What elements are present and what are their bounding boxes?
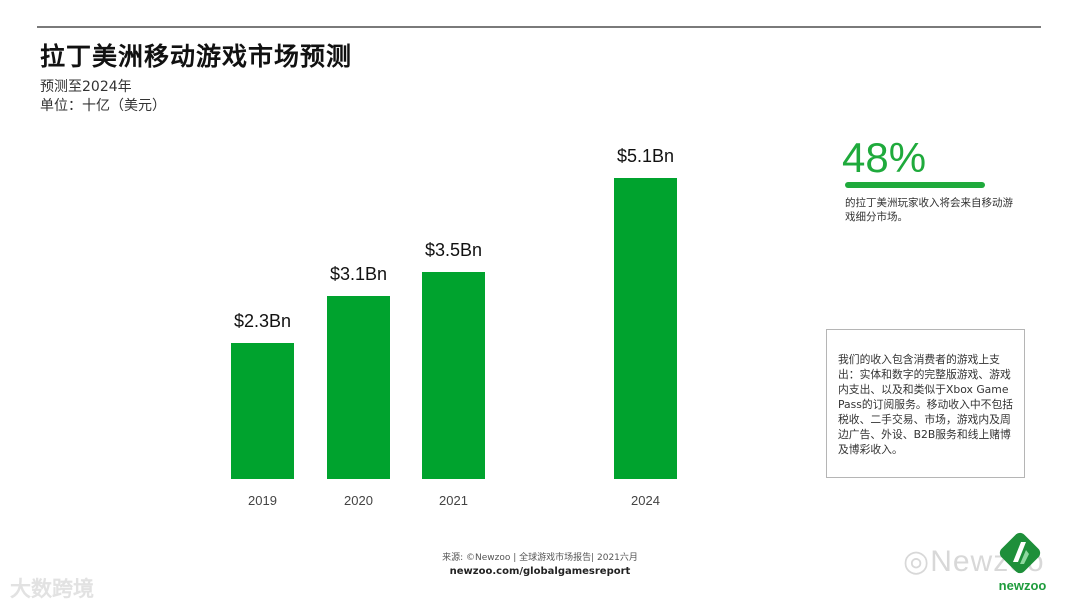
bar-value-label: $3.1Bn <box>329 264 388 284</box>
newzoo-logo-icon <box>999 532 1041 574</box>
bar-value-label: $5.1Bn <box>616 146 675 166</box>
forecast-range: 预测至2024年 <box>40 79 132 95</box>
newzoo-logo-text: newzoo <box>998 578 1047 593</box>
chart-subtitle: 预测至2024年 单位：十亿（美元） <box>40 78 166 116</box>
note-box <box>826 329 1025 478</box>
wechat-icon: ◎ <box>903 545 931 578</box>
bar-value-label: $2.3Bn <box>233 311 292 331</box>
bar-value-label: $3.5Bn <box>424 240 483 260</box>
footer-source: 来源: ©Newzoo | 全球游戏市场报告| 2021六月 <box>442 553 638 563</box>
footer-url[interactable]: newzoo.com/globalgamesreport <box>449 566 631 577</box>
bar-2024 <box>614 178 677 479</box>
x-axis-label: 2019 <box>248 493 277 508</box>
kpi-percentage: 48% <box>842 134 927 181</box>
top-divider <box>37 26 1041 28</box>
unit-label: 单位：十亿（美元） <box>40 98 166 114</box>
x-axis-label: 2020 <box>344 493 373 508</box>
bar-2019 <box>231 343 294 479</box>
kpi-underline <box>845 182 985 188</box>
bar-2020 <box>327 296 390 479</box>
page-title: 拉丁美洲移动游戏市场预测 <box>40 42 353 71</box>
x-axis-label: 2024 <box>631 493 660 508</box>
x-axis-label: 2021 <box>439 493 468 508</box>
kpi-description: 的拉丁美洲玩家收入将会来自移动游戏细分市场。 <box>845 197 1013 223</box>
bottom-left-watermark: 大数跨境 <box>10 577 94 601</box>
note-text: 我们的收入包含消费者的游戏上支出：实体和数字的完整版游戏、游戏内支出、以及和类似… <box>838 353 1014 456</box>
bar-2021 <box>422 272 485 479</box>
